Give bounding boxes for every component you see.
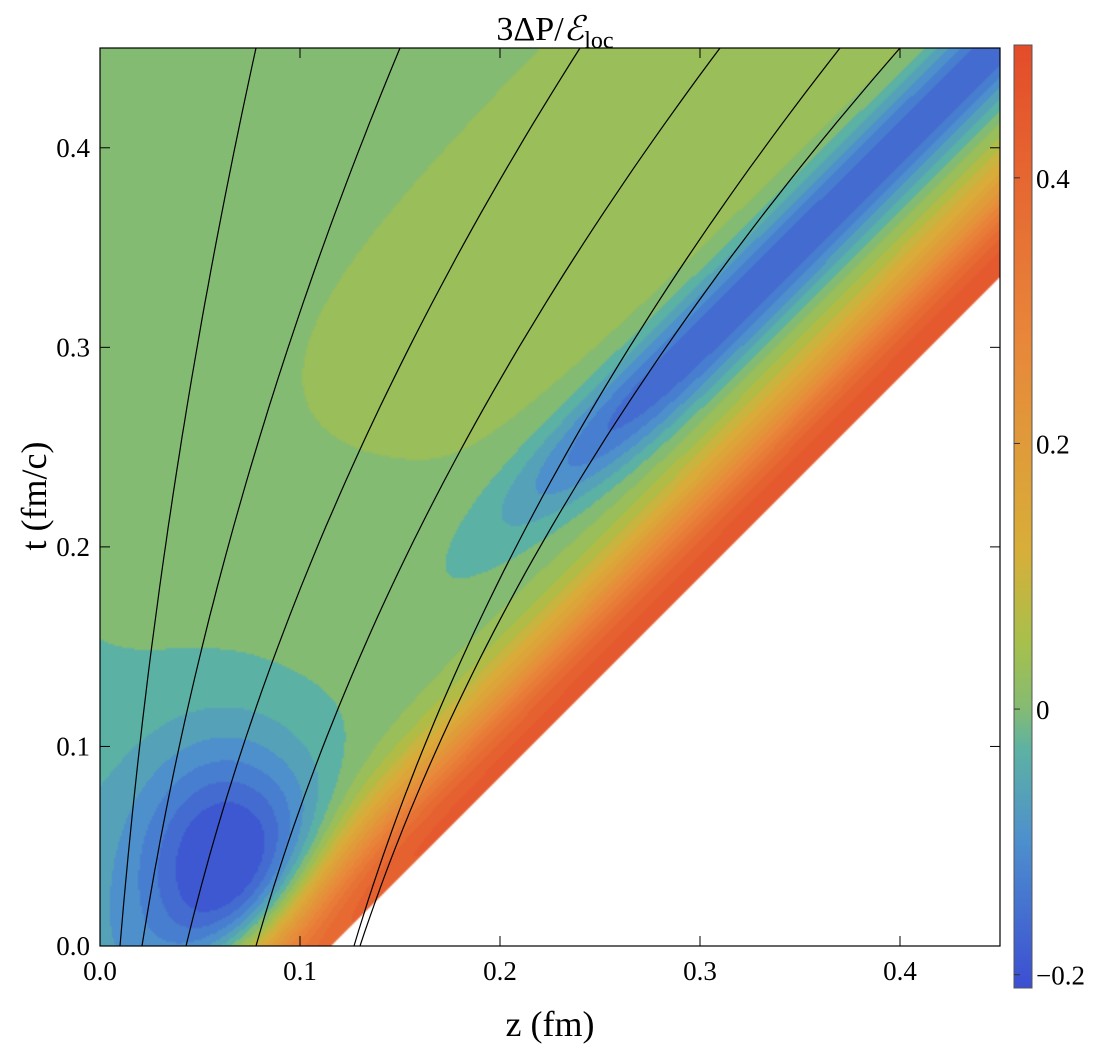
colorbar-tick-label: 0 bbox=[1036, 695, 1050, 725]
x-tick-label: 0.3 bbox=[683, 956, 717, 986]
y-axis-label: t (fm/c) bbox=[14, 442, 54, 551]
chart-title-symbol: ℰ bbox=[564, 11, 588, 48]
colorbar-gradient-bar bbox=[1013, 44, 1033, 989]
flow-line-4 bbox=[255, 48, 721, 946]
y-tick-label: 0.2 bbox=[56, 532, 90, 562]
heatmap-field bbox=[100, 48, 1000, 946]
flow-lines bbox=[119, 48, 901, 946]
x-axis: 0.0 0.1 0.2 0.3 0.4 bbox=[83, 48, 917, 986]
colorbar: −0.2 0 0.2 0.4 bbox=[1013, 44, 1085, 991]
chart-title-prefix: 3ΔP/ bbox=[496, 11, 564, 48]
flow-line-6 bbox=[359, 48, 901, 946]
flow-line-3 bbox=[185, 48, 581, 946]
flow-line-1 bbox=[119, 48, 257, 946]
y-tick-label: 0.3 bbox=[56, 332, 90, 362]
x-tick-label: 0.2 bbox=[483, 956, 517, 986]
colorbar-ticks: −0.2 0 0.2 0.4 bbox=[1014, 164, 1085, 991]
y-tick-label: 0.4 bbox=[56, 133, 90, 163]
x-tick-label: 0.4 bbox=[883, 956, 917, 986]
y-tick-label: 0.1 bbox=[56, 731, 90, 761]
colorbar-tick-label: −0.2 bbox=[1036, 961, 1085, 991]
y-tick-label: 0.0 bbox=[56, 931, 90, 961]
y-axis: 0.0 0.1 0.2 0.3 0.4 bbox=[56, 133, 1000, 961]
contour-fill-layer bbox=[100, 48, 1000, 946]
x-tick-label: 0.1 bbox=[283, 956, 317, 986]
plot-frame bbox=[99, 47, 1001, 947]
colorbar-tick-label: 0.2 bbox=[1036, 429, 1070, 459]
x-tick-label: 0.0 bbox=[83, 956, 117, 986]
x-axis-label: z (fm) bbox=[506, 1004, 595, 1044]
colorbar-tick-label: 0.4 bbox=[1036, 164, 1070, 194]
chart-title: 3ΔP/ℰloc bbox=[496, 11, 613, 54]
flow-line-2 bbox=[141, 48, 401, 946]
flow-line-5 bbox=[353, 48, 841, 946]
